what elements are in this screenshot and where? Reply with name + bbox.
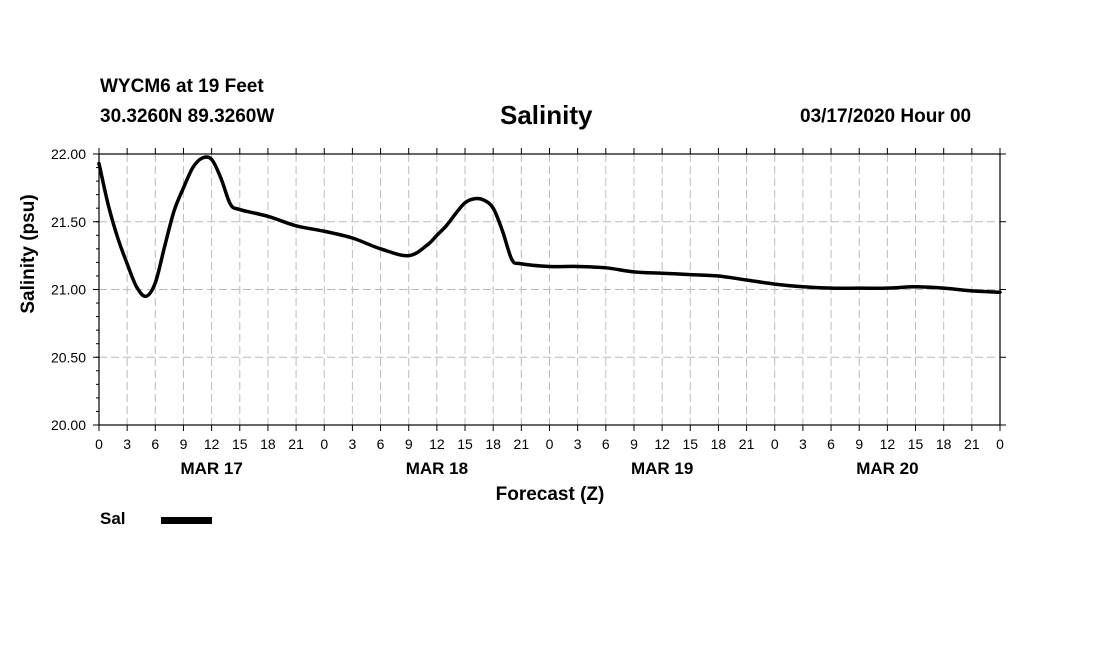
x-tick-label: 6 — [151, 436, 159, 452]
x-tick-label: 3 — [349, 436, 357, 452]
x-tick-label: 9 — [630, 436, 638, 452]
x-tick-label: 21 — [739, 436, 755, 452]
x-tick-label: 0 — [771, 436, 779, 452]
x-tick-label: 9 — [855, 436, 863, 452]
y-tick-label: 20.00 — [51, 417, 86, 433]
x-tick-label: 21 — [964, 436, 980, 452]
x-axis-label: Forecast (Z) — [496, 484, 605, 505]
x-tick-label: 6 — [827, 436, 835, 452]
x-tick-label: 18 — [936, 436, 952, 452]
x-tick-label: 18 — [485, 436, 501, 452]
y-tick-label: 22.00 — [51, 146, 86, 162]
x-tick-label: 18 — [260, 436, 276, 452]
station-label: WYCM6 at 19 Feet — [100, 76, 264, 97]
y-tick-label: 20.50 — [51, 349, 86, 365]
x-tick-label: 21 — [514, 436, 530, 452]
x-tick-label: 3 — [123, 436, 131, 452]
forecast-run-label: 03/17/2020 Hour 00 — [800, 106, 972, 127]
legend-series-label: Sal — [100, 509, 126, 528]
x-tick-label: 18 — [711, 436, 727, 452]
x-tick-label: 15 — [908, 436, 924, 452]
x-tick-label: 6 — [602, 436, 610, 452]
y-tick-label: 21.00 — [51, 282, 86, 298]
x-tick-label: 9 — [405, 436, 413, 452]
x-tick-label: 12 — [204, 436, 220, 452]
x-tick-label: 15 — [682, 436, 698, 452]
x-axis-ticks: 0 3 6 9 12 15 18 21 0 3 6 9 12 15 18 21 0 3 6 9 12 15 18 21 0 3 6 9… — [95, 148, 1004, 452]
x-tick-label: 21 — [288, 436, 304, 452]
x-tick-label: 12 — [429, 436, 445, 452]
legend-series-swatch — [161, 517, 212, 524]
x-tick-label: 12 — [654, 436, 670, 452]
salinity-series-line — [97, 155, 1002, 299]
date-label: MAR 20 — [856, 459, 918, 478]
x-tick-label: 3 — [574, 436, 582, 452]
x-tick-label: 15 — [232, 436, 248, 452]
y-axis-label: Salinity (psu) — [18, 194, 39, 313]
date-label: MAR 17 — [180, 459, 242, 478]
x-tick-label: 0 — [546, 436, 554, 452]
x-tick-label: 6 — [377, 436, 385, 452]
x-tick-label: 0 — [320, 436, 328, 452]
x-tick-label: 3 — [799, 436, 807, 452]
x-tick-label: 0 — [95, 436, 103, 452]
date-labels: MAR 17 MAR 18 MAR 19 MAR 20 — [180, 459, 918, 478]
date-label: MAR 18 — [406, 459, 468, 478]
chart-title: Salinity — [500, 100, 593, 130]
y-axis-ticks: 20.00 20.50 21.00 21.50 22.00 — [51, 146, 1006, 433]
date-label: MAR 19 — [631, 459, 693, 478]
coordinates-label: 30.3260N 89.3260W — [100, 106, 275, 127]
x-tick-label: 12 — [880, 436, 896, 452]
x-tick-label: 15 — [457, 436, 473, 452]
x-tick-label: 0 — [996, 436, 1004, 452]
x-tick-label: 9 — [180, 436, 188, 452]
y-tick-label: 21.50 — [51, 214, 86, 230]
